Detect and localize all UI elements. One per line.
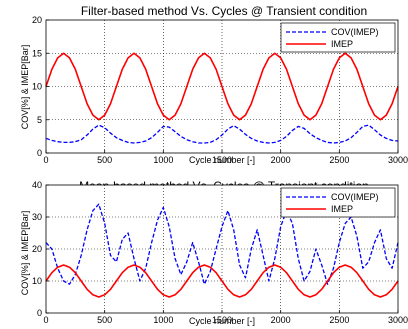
- top-series-cov-line: [45, 124, 399, 144]
- top-chart-title: Filter-based method Vs. Cycles @ Transie…: [81, 4, 367, 18]
- top-legend-label-imep: IMEP: [331, 39, 353, 49]
- top-x-tick-label: 1500: [212, 155, 232, 165]
- bottom-x-tick-label: 1000: [153, 315, 173, 325]
- bottom-x-tick-label: 500: [97, 315, 112, 325]
- top-y-tick-label: 15: [32, 48, 42, 58]
- top-chart-panel: Filter-based method Vs. Cycles @ Transie…: [20, 4, 408, 165]
- top-y-tick-label: 10: [32, 82, 42, 92]
- bottom-y-tick-label: 20: [32, 244, 42, 254]
- bottom-chart-y-label: COV[%] & IMEP[Bar]: [20, 211, 30, 296]
- bottom-y-tick-label: 40: [32, 180, 42, 190]
- bottom-x-tick-label: 3000: [388, 315, 408, 325]
- bottom-x-tick-label: 1500: [212, 315, 232, 325]
- top-legend: [280, 22, 396, 53]
- top-x-tick-label: 0: [43, 155, 48, 165]
- top-x-tick-label: 1000: [153, 155, 173, 165]
- top-x-tick-label: 2500: [329, 155, 349, 165]
- top-y-tick-label: 20: [32, 15, 42, 25]
- bottom-chart-x-label: Cycle number [-]: [189, 316, 255, 326]
- bottom-y-tick-label: 10: [32, 276, 42, 286]
- bottom-chart-panel: Mean-based method Vs. Cycles @ Transient…: [20, 179, 408, 326]
- bottom-legend: [280, 187, 396, 218]
- bottom-y-tick-label: 30: [32, 212, 42, 222]
- bottom-legend-label-cov: COV(IMEP): [331, 192, 379, 202]
- bottom-x-tick-label: 2000: [271, 315, 291, 325]
- top-y-tick-label: 5: [37, 115, 42, 125]
- bottom-y-tick-label: 0: [37, 308, 42, 318]
- bottom-series-imep-line: [45, 264, 399, 298]
- top-series-imep-line: [45, 52, 399, 121]
- top-legend-label-cov: COV(IMEP): [331, 27, 379, 37]
- top-x-tick-label: 500: [97, 155, 112, 165]
- bottom-x-tick-label: 0: [43, 315, 48, 325]
- top-chart-y-label: COV[%] & IMEP[Bar]: [20, 45, 30, 130]
- top-x-tick-label: 2000: [271, 155, 291, 165]
- bottom-legend-label-imep: IMEP: [331, 204, 353, 214]
- top-y-tick-label: 0: [37, 148, 42, 158]
- top-chart-x-label: Cycle number [-]: [189, 155, 255, 165]
- bottom-x-tick-label: 2500: [329, 315, 349, 325]
- top-x-tick-label: 3000: [388, 155, 408, 165]
